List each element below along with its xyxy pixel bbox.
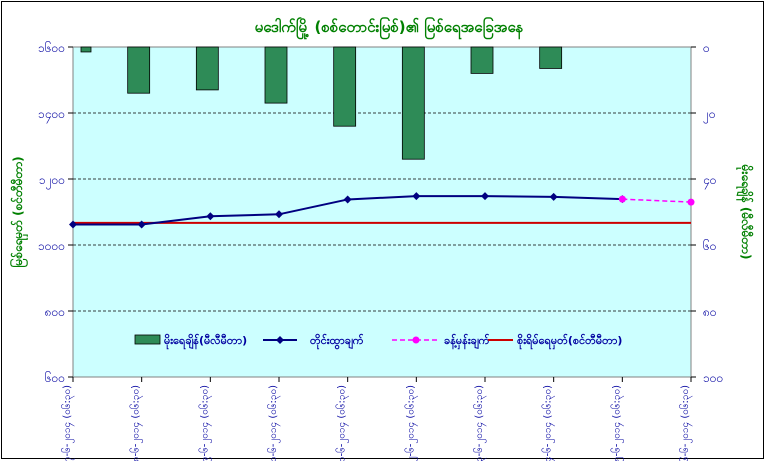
y-tick-label: ၈၀၀: [45, 305, 65, 319]
y-tick-label: ၁၆၀၀: [38, 40, 65, 55]
bar-rainfall: [401, 46, 425, 160]
y2-tick-label: ၄၀: [703, 173, 717, 190]
point-observed: [275, 210, 283, 219]
x-tick-label: ၁၃-၆-၂၀၁၄ (၀၆:၃၀): [472, 385, 487, 461]
x-tick-label: ၁၀-၆-၂၀၁၄ (၀၆:၃၀): [266, 385, 281, 461]
point-observed: [412, 192, 421, 201]
x-tick-label: ၈-၆-၂၀၁၄ (၀၆:၃၀): [129, 385, 144, 461]
y2-tick-label: ၂၀: [703, 107, 716, 124]
bar-rainfall: [470, 46, 494, 74]
y-tick-label: ၆၀၀: [45, 370, 65, 385]
legend-swatch-rainfall: [134, 334, 161, 345]
y2-axis-title: မိုးရေချိန် (မီလီမီတာ): [735, 164, 755, 260]
point-forecast: [618, 195, 626, 203]
y2-tick-label: ၀: [703, 41, 710, 55]
y-tick-label: ၁၀၀၀: [38, 239, 65, 253]
bar-rainfall: [333, 46, 357, 127]
bar-rainfall: [539, 46, 563, 69]
point-observed: [206, 212, 215, 221]
point-observed: [549, 192, 558, 201]
y-axis-title: မြစ်ရေမှတ် (စင်တီမီတာ): [8, 156, 29, 267]
legend-marker-observed: [276, 336, 284, 344]
point-forecast: [687, 198, 695, 206]
legend-label-observed: တိုင်းထွာချက်: [310, 333, 364, 350]
y2-tick-label: ၁၀၀: [703, 371, 723, 385]
legend-marker-forecast: [412, 336, 420, 344]
legend-label-warning: စိုးရိမ်ရေမှတ်(စင်တီမီတာ): [517, 333, 622, 350]
point-observed: [343, 195, 352, 204]
legend-label-forecast: ခန့်မှန်းချက်: [444, 333, 490, 350]
y2-tick-label: ၆၀: [703, 238, 717, 253]
point-observed: [69, 220, 77, 229]
x-tick-label: ၇-၆-၂၀၁၄ (၀၆:၃၀): [60, 385, 75, 461]
y2-tick-label: ၈၀: [703, 305, 717, 319]
x-tick-label: ၁၅-၆-၂၀၁၄ (၀၆:၃၀): [609, 385, 624, 461]
bar-rainfall: [264, 46, 288, 104]
x-tick-label: ၁၁-၆-၂၀၁၄ (၀၆:၃၀): [335, 385, 350, 461]
series-forecast-line: [622, 198, 692, 203]
x-tick-label: ၁၄-၆-၂၀၁၄ (၀၆:၃၀): [541, 385, 556, 461]
x-tick-label: ၁၂-၆-၂၀၁၄ (၀၆:၃၀): [403, 385, 418, 461]
y-tick-label: ၁၂၀၀: [39, 173, 65, 190]
legend-label-rainfall: မိုးရေချိန်(မီလီမီတာ): [164, 333, 247, 350]
x-tick-label: ၁၆-၆-၂၀၁၄ (၀၆:၃၀): [678, 385, 693, 461]
point-observed: [137, 220, 146, 229]
bar-rainfall: [80, 46, 92, 53]
point-observed: [481, 192, 489, 201]
y-tick-label: ၁၄၀၀: [38, 107, 65, 124]
x-tick-label: ၉-၆-၂၀၁၄ (၀၆:၃၀): [197, 385, 212, 461]
bar-rainfall: [127, 46, 151, 94]
bar-rainfall: [195, 46, 219, 91]
plot-area: [72, 46, 692, 378]
